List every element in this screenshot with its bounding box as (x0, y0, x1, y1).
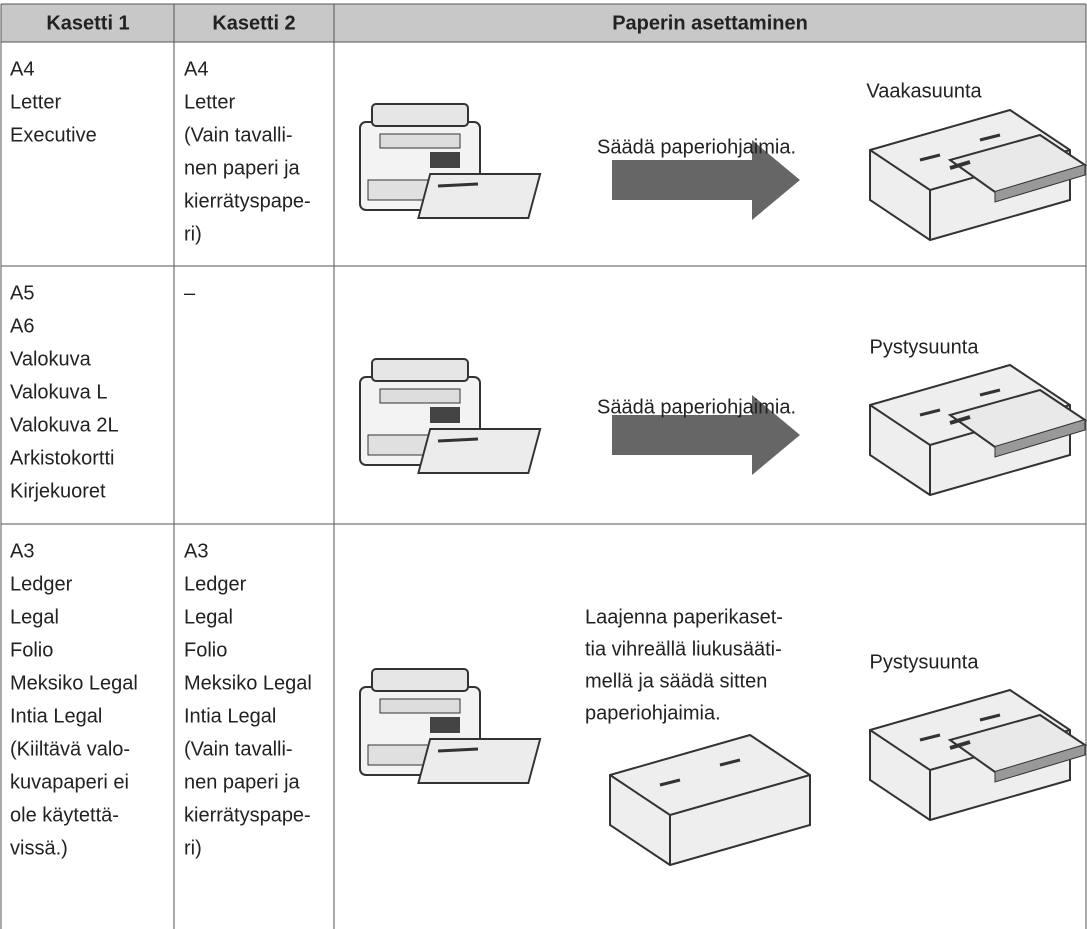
tray2-size: – (184, 282, 196, 304)
tray2-size: Ledger (184, 573, 247, 595)
tray2-size: Intia Legal (184, 705, 276, 727)
tray2-size: ri) (184, 223, 202, 245)
tray2-size: Legal (184, 606, 233, 628)
tray1-size: Valokuva L (10, 381, 107, 403)
tray1-size: Letter (10, 91, 61, 113)
orientation: Pystysuunta (870, 336, 980, 358)
tray2-size: ri) (184, 837, 202, 859)
tray1-size: Legal (10, 606, 59, 628)
instruction: mellä ja säädä sitten (585, 670, 767, 692)
tray1-size: A5 (10, 282, 34, 304)
illustrations (358, 102, 1087, 867)
tray1-size: Intia Legal (10, 705, 102, 727)
tray2-size: (Vain tavalli- (184, 738, 293, 760)
tray1-size: Meksiko Legal (10, 672, 138, 694)
tray2-size: Meksiko Legal (184, 672, 312, 694)
tray2-size: (Vain tavalli- (184, 124, 293, 146)
tray1-size: A4 (10, 58, 34, 80)
tray2-size: Folio (184, 639, 227, 661)
tray1-size: Valokuva (10, 348, 92, 370)
tray2-size: kierrätyspape- (184, 190, 311, 212)
header-cell: Kasetti 1 (46, 12, 129, 34)
instruction: Säädä paperiohjaimia. (597, 396, 796, 418)
tray1-size: A3 (10, 540, 34, 562)
tray2-size: Letter (184, 91, 235, 113)
header-cell: Kasetti 2 (212, 12, 295, 34)
tray2-size: kierrätyspape- (184, 804, 311, 826)
tray-illustration (608, 733, 812, 867)
printer-illustration (358, 102, 542, 220)
tray1-size: Arkistokortti (10, 447, 114, 469)
tray1-size: ole käytettä- (10, 804, 119, 826)
tray1-size: vissä.) (10, 837, 68, 859)
printer-illustration (358, 357, 542, 475)
printer-illustration (358, 667, 542, 785)
tray2-size: A3 (184, 540, 208, 562)
tray1-size: Executive (10, 124, 97, 146)
instruction: Säädä paperiohjaimia. (597, 136, 796, 158)
tray2-size: A4 (184, 58, 208, 80)
tray2-size: nen paperi ja (184, 771, 301, 793)
tray1-size: A6 (10, 315, 34, 337)
tray1-size: Ledger (10, 573, 73, 595)
tray1-size: Folio (10, 639, 53, 661)
tray2-size: nen paperi ja (184, 157, 301, 179)
tray1-size: (Kiiltävä valo- (10, 738, 130, 760)
instruction: tia vihreällä liukusääti- (585, 638, 782, 660)
tray1-size: Kirjekuoret (10, 480, 106, 502)
instruction: paperiohjaimia. (585, 702, 721, 724)
table-grid (0, 3, 1087, 929)
instruction: Laajenna paperikaset- (585, 606, 783, 628)
orientation: Pystysuunta (870, 651, 980, 673)
tray1-size: kuvapaperi ei (10, 771, 129, 793)
orientation: Vaakasuunta (866, 80, 982, 102)
header-bg (1, 4, 1086, 42)
header-cell: Paperin asettaminen (612, 12, 808, 34)
tray1-size: Valokuva 2L (10, 414, 119, 436)
